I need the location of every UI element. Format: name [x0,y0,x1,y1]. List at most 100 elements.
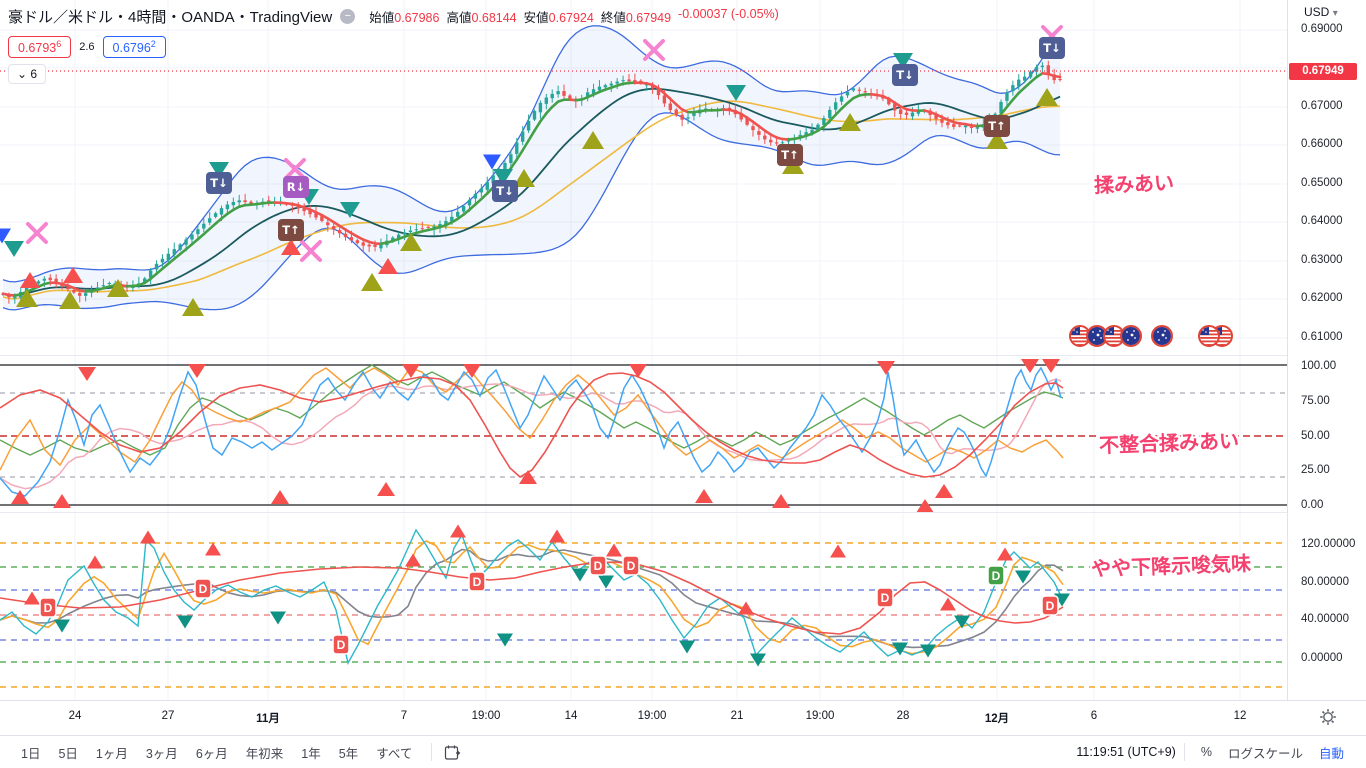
range-button-年初来[interactable]: 年初来 [245,746,284,761]
time-axis[interactable]: 24 27 11月 7 19:00 14 19:00 21 19:00 28 12月 6 12 [0,700,1366,735]
red-up-triangle-icon [519,470,537,484]
red-up-triangle-icon [20,272,40,288]
olive-up-triangle-icon [513,169,535,187]
teal-down-triangle-icon [1015,570,1031,584]
red-up-triangle-icon [935,484,953,498]
pane-separator[interactable] [0,512,1287,513]
bid-ask-widget: 0.67936 2.6 0.67962 [8,36,166,59]
svg-text:D: D [44,601,53,615]
teal-down-triangle-icon [497,633,513,647]
oscillator-pane[interactable] [0,355,1287,512]
range-button-1ヶ月[interactable]: 1ヶ月 [95,746,128,761]
indicators-collapse-button[interactable]: ⌄ 6 [8,64,47,84]
chevron-down-icon: ▾ [1332,8,1338,19]
d-signal-label: D [194,578,212,599]
d-signal-label: D [622,555,640,576]
teal-down-triangle-icon [340,202,360,218]
d-signal-label: D [589,555,607,576]
toolbar-divider [1183,743,1185,761]
percent-scale-button[interactable]: % [1200,745,1212,759]
hand-drawn-annotation: 不整合揉みあい [1098,430,1240,458]
svg-text:D: D [992,569,1001,583]
teal-down-triangle-icon [270,611,286,625]
ohlc-value: 0.67949 [625,11,672,25]
red-up-triangle-icon [53,494,71,508]
gear-icon[interactable] [1318,707,1338,727]
main-chart-pane[interactable]: T↓ T↓ T↓ T↓ T↑ T↑ T↑ R↓ [0,0,1287,355]
time-tick-label: 12月 [984,713,1010,725]
trend-up-label: T↑ [984,115,1010,137]
red-up-triangle-icon [450,524,466,538]
range-button-1年[interactable]: 1年 [301,746,321,761]
red-up-triangle-icon [378,258,398,274]
teal-down-triangle-icon [54,619,70,633]
d-signal-label: D [39,597,57,618]
red-up-triangle-icon [916,499,934,512]
pink-x-icon [300,240,322,262]
range-button-5年[interactable]: 5年 [338,746,359,761]
teal-down-triangle-icon [920,644,936,658]
toolbar-right-group: 11:19:51 (UTC+9) % ログスケール 自動 [1076,740,1352,765]
hand-drawn-annotation: やや下降示唆気味 [1090,553,1252,581]
red-up-triangle-icon [281,239,301,255]
range-button-6ヶ月[interactable]: 6ヶ月 [195,746,228,761]
rci-orange-line [0,540,1064,655]
teal-down-triangle-icon [177,615,193,629]
svg-text:T↑: T↑ [988,119,1005,133]
red-up-triangle-icon [606,543,622,557]
teal-down-triangle-icon [209,162,229,178]
price-tick-label: 0.61000 [1301,331,1343,343]
olive-up-triangle-icon [839,113,861,131]
range-button-すべて[interactable]: すべて [376,746,413,761]
buy-button[interactable]: 0.67962 [102,36,166,59]
spread-value: 2.6 [79,41,95,54]
red-up-triangle-icon [772,494,790,508]
d-signal-label: D [987,565,1005,586]
teal-down-triangle-icon [598,575,614,589]
hide-legend-button[interactable]: − [340,9,356,24]
time-tick-label: 19:00 [637,710,667,722]
teal-down-triangle-icon [893,53,913,69]
range-button-3ヶ月[interactable]: 3ヶ月 [145,746,178,761]
svg-text:D: D [473,575,482,589]
red-up-triangle-icon [87,555,103,569]
time-tick-label: 21 [730,710,744,722]
auto-scale-button[interactable]: 自動 [1318,746,1344,761]
last-price-label: 0.67949 [1289,63,1357,80]
go-to-date-icon[interactable] [444,744,461,761]
price-tick-label: 0.65000 [1301,177,1343,189]
bollinger-fill [3,25,1061,310]
price-tick-label: 0.62000 [1301,292,1343,304]
ohlc-label: 高値 [446,11,472,25]
symbol-title[interactable]: 豪ドル／米ドル・4時間・OANDA・TradingView [8,9,333,26]
price-tick-label: 50.00 [1301,430,1330,442]
time-tick-label: 19:00 [805,710,835,722]
currency-selector[interactable]: USD ▾ [1304,5,1338,19]
price-tick-label: 0.66000 [1301,138,1343,150]
price-tick-label: 120.00000 [1301,538,1356,550]
trend-down-label: T↓ [206,172,232,194]
red-up-triangle-icon [63,267,83,283]
olive-up-triangle-icon [986,131,1008,149]
us-flag-icon [1103,325,1125,347]
trend-down-label: T↓ [892,64,918,86]
svg-text:D: D [1046,599,1055,613]
price-tick-label: 0.00 [1301,499,1324,511]
lower-indicator-pane[interactable]: D D D D D D D D D [0,512,1287,700]
range-button-1日[interactable]: 1日 [21,746,41,761]
log-scale-button[interactable]: ログスケール [1227,746,1303,761]
range-button-5日[interactable]: 5日 [58,746,78,761]
pane-separator[interactable] [0,355,1287,356]
red-up-triangle-icon [940,597,956,611]
red-up-triangle-icon [377,482,395,496]
svg-text:D: D [199,582,208,596]
red-down-triangle-icon [78,367,96,381]
hand-drawn-annotation: 揉みあい [1093,172,1175,198]
sell-button[interactable]: 0.67936 [8,36,72,59]
olive-up-triangle-icon [59,291,81,309]
clock[interactable]: 11:19:51 (UTC+9) [1076,745,1176,759]
chart-header: 豪ドル／米ドル・4時間・OANDA・TradingView − 始値0.6798… [8,6,779,27]
svg-text:D: D [627,559,636,573]
bottom-toolbar: 1日 5日 1ヶ月 3ヶ月 6ヶ月 年初来 1年 5年 すべて 11:19:51 (UTC+9)… [0,735,1366,768]
price-axis[interactable]: USD ▾ 0.69000 0.67000 0.66000 0.65000 0.6400… [1287,0,1366,735]
